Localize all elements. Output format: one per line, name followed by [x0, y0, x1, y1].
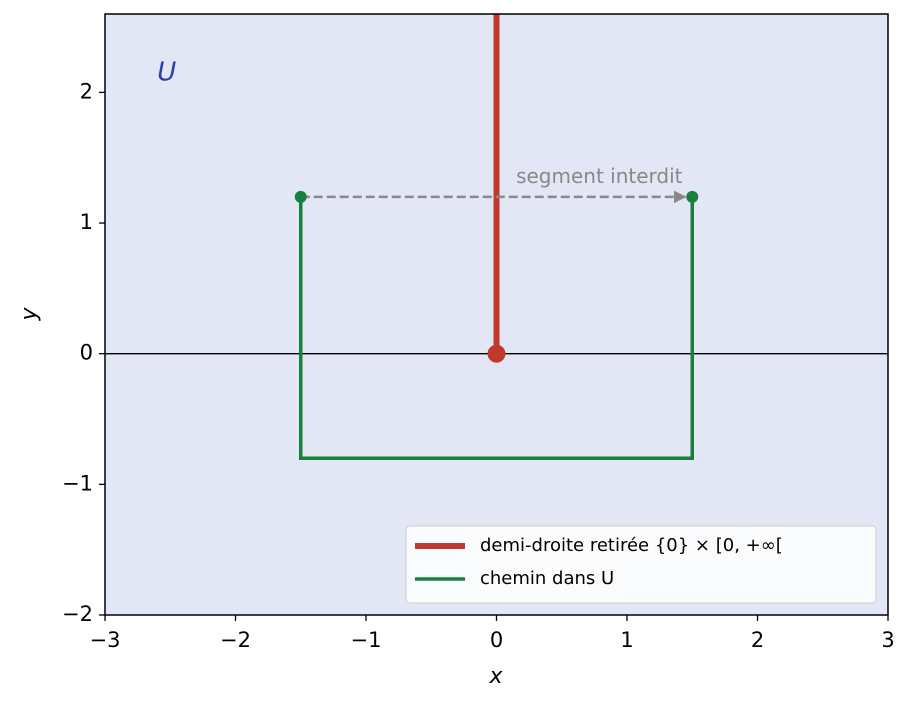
- point: [686, 190, 699, 203]
- point: [487, 344, 506, 363]
- y-tick-label: −2: [62, 602, 93, 626]
- x-tick-label: −1: [351, 628, 382, 652]
- x-tick-label: 2: [751, 628, 764, 652]
- x-tick-label: 0: [490, 628, 503, 652]
- series-line: [299, 196, 694, 460]
- legend-box: [405, 525, 877, 604]
- x-tick-label: 3: [881, 628, 894, 652]
- annotation: segment interdit: [516, 164, 683, 188]
- legend: demi-droite retirée {0} × [0, +∞[ chemin …: [405, 525, 877, 604]
- y-tick-label: 2: [80, 79, 93, 103]
- y-tick-label: 1: [80, 210, 93, 234]
- x-tick-label: −2: [220, 628, 251, 652]
- x-tick-label: 1: [620, 628, 633, 652]
- x-tick-label: −3: [90, 628, 121, 652]
- y-axis-label: y: [17, 307, 42, 322]
- annotation: U: [157, 57, 176, 87]
- x-axis-label: x: [488, 664, 503, 689]
- legend-label: chemin dans U: [480, 568, 614, 589]
- y-tick-label: −1: [62, 471, 93, 495]
- y-tick-label: 0: [80, 341, 93, 365]
- point: [294, 190, 307, 203]
- legend-label: demi-droite retirée {0} × [0, +∞[: [480, 535, 783, 556]
